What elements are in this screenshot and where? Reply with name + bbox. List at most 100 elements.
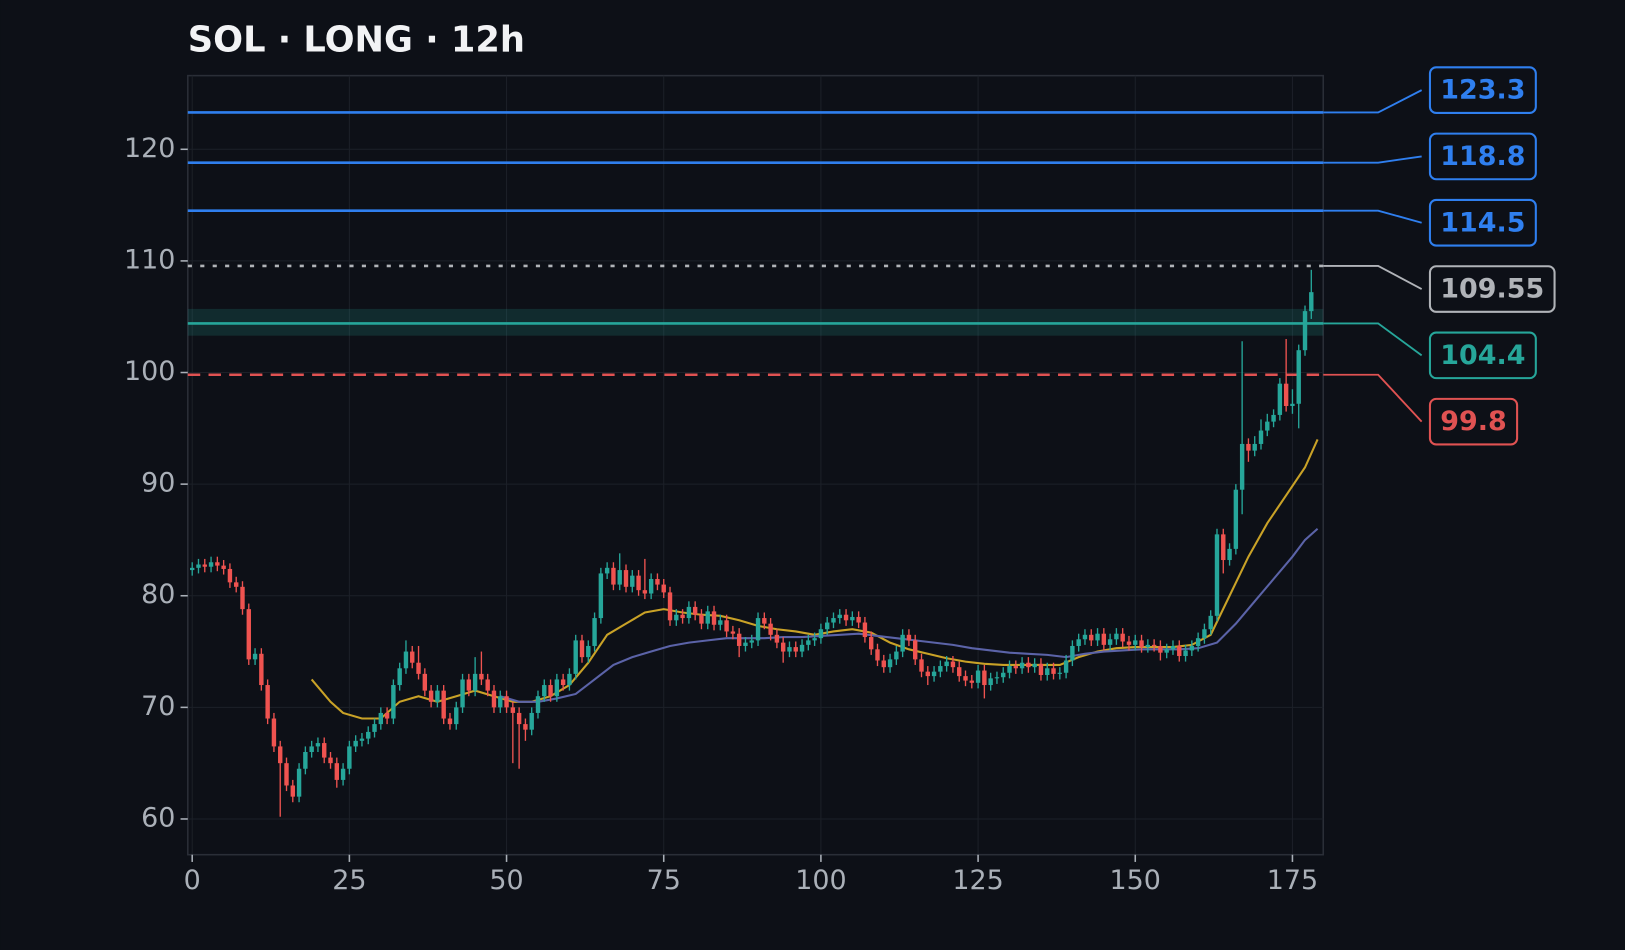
candle-body xyxy=(227,568,233,583)
candle xyxy=(403,640,409,674)
candle xyxy=(246,603,251,665)
candle xyxy=(1202,623,1207,644)
candle xyxy=(787,641,792,658)
candle-body xyxy=(278,746,283,764)
candle-body xyxy=(931,671,937,677)
candle-body xyxy=(856,616,861,623)
candle-body xyxy=(611,567,616,585)
candle-body xyxy=(240,586,245,610)
candle-body xyxy=(1133,640,1138,645)
candle-body xyxy=(554,679,560,697)
candle-body xyxy=(1208,615,1213,630)
candle-body xyxy=(906,634,912,641)
candle-body xyxy=(774,634,780,643)
candle-body xyxy=(919,659,924,672)
candle-body xyxy=(975,670,981,683)
candle-body xyxy=(1202,629,1207,639)
candle-body xyxy=(586,645,591,658)
candle xyxy=(1239,341,1245,515)
candle-body xyxy=(718,620,723,625)
candle xyxy=(1032,658,1037,673)
candle xyxy=(472,657,478,697)
candle-body xyxy=(730,631,736,634)
candle xyxy=(680,609,685,624)
candle xyxy=(303,746,308,775)
candle-body xyxy=(359,738,365,741)
candle-body xyxy=(202,564,207,567)
candle-body xyxy=(1277,383,1283,415)
candle-body xyxy=(743,642,748,646)
candle-body xyxy=(837,614,842,619)
candle xyxy=(648,573,654,600)
candle-body xyxy=(686,606,692,619)
candle-body xyxy=(196,564,201,568)
candle xyxy=(498,690,503,713)
candle-body xyxy=(592,618,597,646)
candle xyxy=(548,679,553,702)
candle-body xyxy=(1195,638,1201,646)
candle xyxy=(1265,413,1270,437)
candle xyxy=(718,614,723,631)
level-label: 114.5 xyxy=(1440,207,1525,238)
candle-body xyxy=(749,640,754,643)
candle-body xyxy=(548,685,553,697)
x-tick-label: 50 xyxy=(489,865,523,896)
candle xyxy=(1183,644,1188,662)
candle-body xyxy=(969,680,974,683)
candle-body xyxy=(428,690,434,702)
candle-body xyxy=(1019,662,1025,669)
candle-body xyxy=(850,616,855,621)
candle-body xyxy=(498,696,503,708)
candle-body xyxy=(1164,649,1169,653)
leader-line xyxy=(1323,264,1423,290)
candle xyxy=(592,612,597,652)
candle xyxy=(755,612,761,646)
candle xyxy=(994,671,1000,684)
candle xyxy=(428,685,434,708)
candle xyxy=(240,581,245,615)
candle xyxy=(1038,658,1044,681)
candle-body xyxy=(799,644,805,652)
candle xyxy=(1302,305,1308,356)
candle-body xyxy=(699,614,704,624)
candle xyxy=(529,707,534,736)
candle-body xyxy=(806,640,811,645)
candle-body xyxy=(900,634,905,652)
candle xyxy=(824,616,830,635)
candle xyxy=(642,558,648,600)
plot-frame xyxy=(187,74,1325,856)
level-label-box xyxy=(1428,265,1556,313)
candle xyxy=(296,763,302,803)
candle-body xyxy=(988,678,993,686)
candle xyxy=(674,609,679,626)
candle xyxy=(441,685,446,725)
candle xyxy=(460,673,465,713)
candle-body xyxy=(1051,668,1056,674)
candle-body xyxy=(818,629,824,639)
candle xyxy=(1070,640,1075,667)
candle xyxy=(799,639,805,658)
candle xyxy=(1164,643,1169,659)
candle-body xyxy=(724,620,729,632)
candle xyxy=(856,611,861,629)
candle xyxy=(309,740,314,758)
candle-body xyxy=(887,659,893,668)
candle-body xyxy=(617,570,622,585)
candle xyxy=(1283,339,1289,412)
candle xyxy=(1290,389,1295,414)
leader-line xyxy=(1323,373,1423,423)
candle xyxy=(1095,628,1100,646)
candle xyxy=(900,629,905,658)
candle-body xyxy=(963,676,968,681)
candle xyxy=(843,609,849,626)
candle xyxy=(485,673,490,697)
candle xyxy=(667,586,673,626)
candle xyxy=(925,666,930,686)
candle-body xyxy=(529,712,534,730)
candle xyxy=(422,668,428,697)
candle-body xyxy=(1095,633,1100,641)
candle xyxy=(1271,409,1276,428)
candle-body xyxy=(1013,666,1019,669)
candle-body xyxy=(642,590,648,594)
